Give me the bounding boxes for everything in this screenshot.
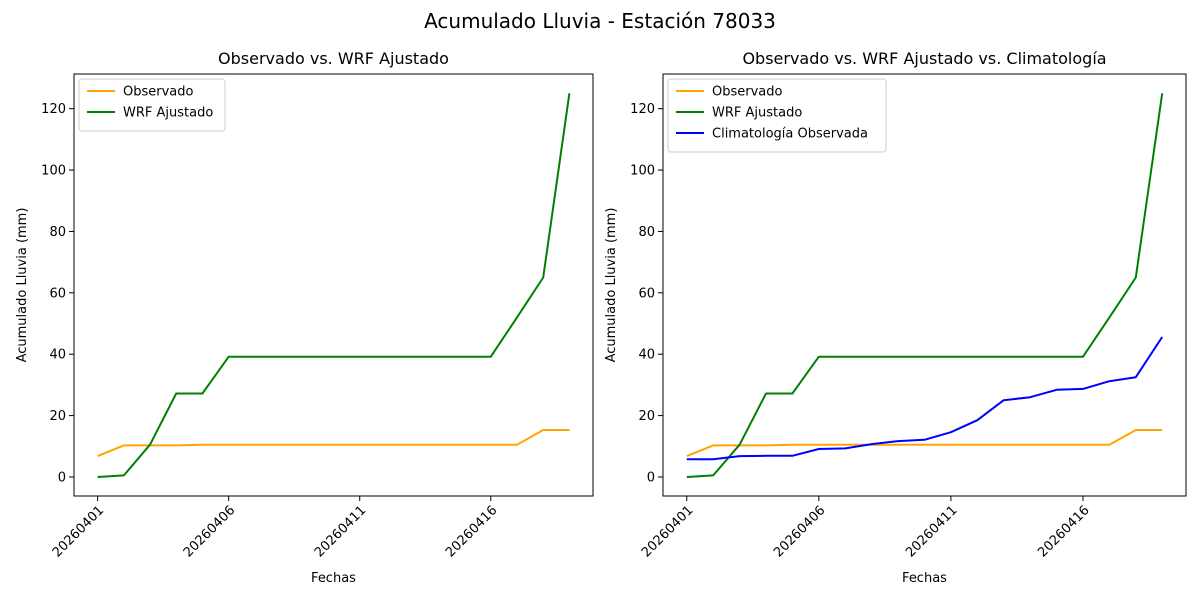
y-tick-label: 120 — [630, 102, 655, 117]
legend-box — [667, 78, 887, 153]
series-line-observado — [686, 429, 1163, 458]
legend-label: WRF Ajustado — [123, 106, 213, 121]
subplot-title: Observado vs. WRF Ajustado — [218, 49, 449, 68]
figure-suptitle: Acumulado Lluvia - Estación 78033 — [424, 9, 776, 33]
y-axis-label: Acumulado Lluvia (mm) — [604, 208, 619, 363]
y-tick-label: 20 — [638, 409, 655, 424]
legend-label: WRF Ajustado — [712, 106, 802, 121]
series-line-wrf-ajustado — [686, 93, 1164, 478]
y-tick-label: 100 — [630, 164, 655, 179]
legend-label: Climatología Observada — [712, 127, 868, 142]
legend-label: Observado — [123, 85, 194, 100]
axes-frame — [662, 73, 1187, 497]
legend-box — [78, 78, 226, 132]
y-tick-label: 20 — [49, 409, 66, 424]
series-line-climatolog-a-observada — [686, 336, 1164, 461]
y-tick-label: 40 — [49, 348, 66, 363]
x-axis-label: Fechas — [311, 571, 356, 586]
y-tick-label: 40 — [638, 348, 655, 363]
y-tick-label: 60 — [638, 286, 655, 301]
y-tick-label: 80 — [49, 225, 66, 240]
legend-label: Observado — [712, 85, 783, 100]
y-tick-label: 60 — [49, 286, 66, 301]
x-axis-label: Fechas — [902, 571, 947, 586]
y-tick-label: 120 — [41, 102, 66, 117]
axes-frame — [73, 73, 594, 497]
series-line-observado — [97, 429, 570, 458]
y-tick-label: 80 — [638, 225, 655, 240]
y-axis-label: Acumulado Lluvia (mm) — [15, 208, 30, 363]
y-tick-label: 100 — [41, 164, 66, 179]
y-tick-label: 0 — [58, 470, 66, 485]
series-line-wrf-ajustado — [97, 93, 571, 478]
y-tick-label: 0 — [647, 470, 655, 485]
subplot-title: Observado vs. WRF Ajustado vs. Climatolo… — [742, 49, 1106, 68]
